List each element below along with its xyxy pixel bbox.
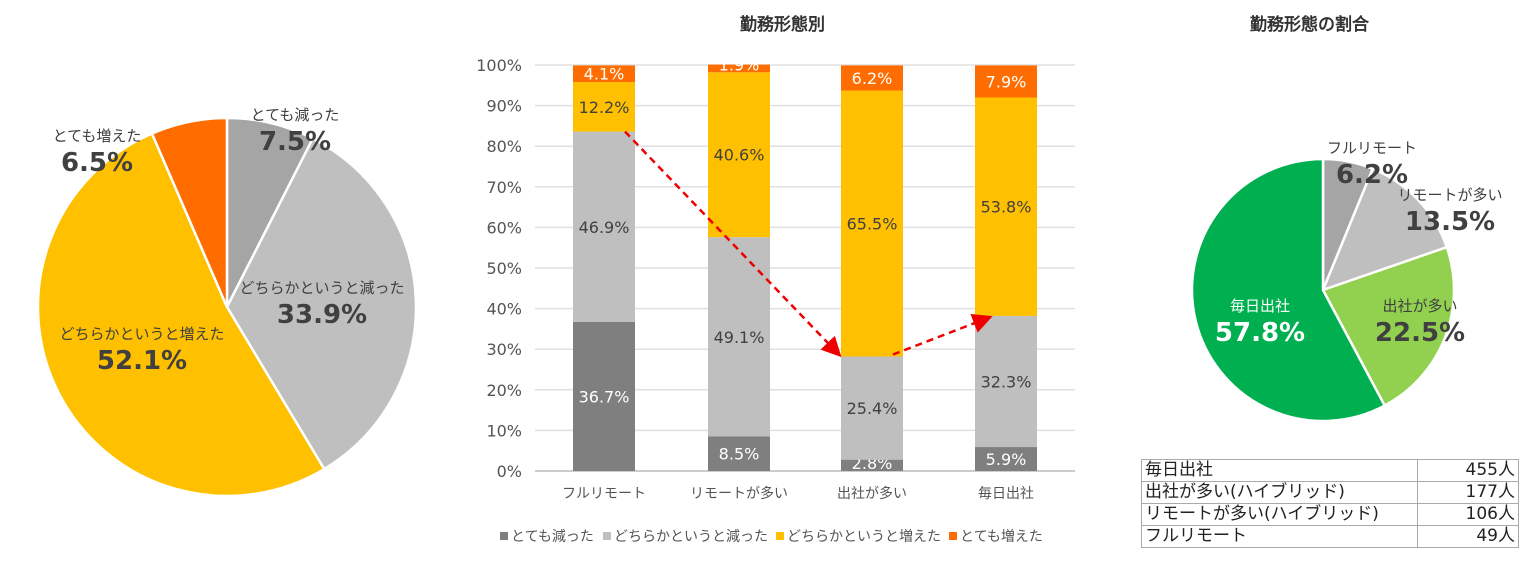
bar-segment: [841, 65, 903, 91]
legend-label: どちらかというと減った: [614, 528, 768, 545]
bar-segment: [975, 97, 1037, 316]
legend-label: とても増えた: [960, 529, 1043, 545]
bar-segment: [975, 315, 1037, 448]
legend-label: どちらかというと増えた: [787, 529, 941, 545]
table-row: フルリモート 49人: [1141, 525, 1519, 548]
bar-data-label: 40.6%: [714, 146, 765, 165]
y-tick-label: 100%: [476, 56, 522, 75]
bar-segment: [841, 356, 903, 460]
table-cell-count: 177人: [1417, 481, 1519, 504]
bar-data-label: 6.2%: [852, 69, 893, 88]
trend-arrow: [624, 130, 842, 358]
bar-segment: [573, 82, 635, 132]
y-tick-label: 80%: [486, 137, 522, 156]
table-row: 出社が多い(ハイブリッド) 177人: [1141, 481, 1519, 504]
table-cell-label: フルリモート: [1141, 525, 1418, 548]
bar-data-label: 49.1%: [714, 328, 765, 347]
legend-swatch: [776, 532, 784, 540]
table-cell-label: 出社が多い(ハイブリッド): [1141, 481, 1418, 504]
bar-data-label: 8.5%: [719, 445, 760, 464]
bar-segment: [573, 65, 635, 83]
table-cell-label: 毎日出社: [1141, 459, 1418, 482]
bar-segment: [841, 90, 903, 357]
y-tick-label: 30%: [486, 340, 522, 359]
bar-segment: [975, 447, 1037, 471]
pie-category-label: どちらかというと増えた: [59, 325, 224, 343]
pie-value-label: 7.5%: [259, 127, 331, 157]
bar-data-label: 1.9%: [719, 55, 760, 74]
headcount-table: 毎日出社 455人 出社が多い(ハイブリッド) 177人 リモートが多い(ハイブリッ…: [1141, 459, 1519, 548]
table-cell-count: 455人: [1417, 459, 1519, 482]
y-tick-label: 60%: [486, 218, 522, 237]
bar-data-label: 36.7%: [579, 387, 630, 406]
pie-category-label: 出社が多い: [1382, 297, 1457, 315]
right-pie-title: 勤務形態の割合: [1250, 15, 1369, 35]
pie-category-label: リモートが多い: [1397, 186, 1502, 204]
bar-segment: [708, 436, 770, 471]
pie-slice: [150, 116, 229, 308]
legend-label: とても減った: [511, 528, 594, 545]
bar-data-label: 5.9%: [986, 450, 1027, 469]
pie-category-label: どちらかというと減った: [239, 279, 404, 297]
x-tick-label: リモートが多い: [690, 485, 788, 502]
bar-segment: [573, 321, 635, 471]
y-tick-label: 90%: [486, 97, 522, 116]
table-row: 毎日出社 455人: [1141, 459, 1519, 482]
x-tick-label: 出社が多い: [837, 485, 907, 502]
table-cell-label: リモートが多い(ハイブリッド): [1141, 503, 1418, 526]
pie-value-label: 13.5%: [1405, 207, 1495, 237]
pie-value-label: 6.2%: [1336, 160, 1408, 190]
pie-category-label: フルリモート: [1327, 139, 1417, 157]
pie-slice: [36, 131, 326, 498]
bar-data-label: 25.4%: [847, 399, 898, 418]
bar-data-label: 65.5%: [847, 215, 898, 234]
bar-data-label: 4.1%: [584, 65, 625, 84]
pie-category-label: とても増えた: [53, 127, 142, 145]
y-tick-label: 10%: [486, 421, 522, 440]
pie-slice: [1190, 157, 1387, 423]
table-row: リモートが多い(ハイブリッド) 106人: [1141, 503, 1519, 526]
y-tick-label: 40%: [486, 300, 522, 319]
table-cell-count: 106人: [1417, 503, 1519, 526]
pie-category-label: とても減った: [251, 106, 340, 124]
bar-segment: [573, 131, 635, 322]
bar-data-label: 12.2%: [579, 98, 630, 117]
trend-arrow: [892, 313, 993, 356]
bar-data-label: 32.3%: [981, 372, 1032, 391]
pie-value-label: 33.9%: [277, 300, 367, 330]
bar-segment: [975, 65, 1037, 98]
pie-value-label: 22.5%: [1375, 318, 1465, 348]
y-tick-label: 70%: [486, 178, 522, 197]
pie-slice: [225, 136, 418, 471]
legend-swatch: [500, 532, 508, 540]
pie-slice: [1321, 245, 1456, 408]
y-tick-label: 0%: [497, 462, 522, 481]
table-cell-count: 49人: [1417, 525, 1519, 548]
y-tick-label: 50%: [486, 259, 522, 278]
pie-value-label: 6.5%: [61, 148, 133, 178]
pie-slice: [1320, 167, 1449, 293]
bar-data-label: 46.9%: [579, 218, 630, 237]
x-tick-label: フルリモート: [562, 486, 646, 502]
bar-segment: [841, 459, 903, 471]
legend-swatch: [949, 532, 957, 540]
bar-segment: [708, 72, 770, 238]
bar-data-label: 53.8%: [981, 198, 1032, 217]
bar-data-label: 7.9%: [986, 72, 1027, 91]
pie-value-label: 57.8%: [1215, 318, 1305, 348]
pie-value-label: 52.1%: [97, 346, 187, 376]
legend-swatch: [603, 532, 611, 540]
pie-category-label: 毎日出社: [1230, 297, 1290, 315]
y-tick-label: 20%: [486, 381, 522, 400]
bar-chart-title: 勤務形態別: [740, 15, 825, 35]
bar-segment: [708, 64, 770, 73]
x-tick-label: 毎日出社: [978, 486, 1034, 502]
